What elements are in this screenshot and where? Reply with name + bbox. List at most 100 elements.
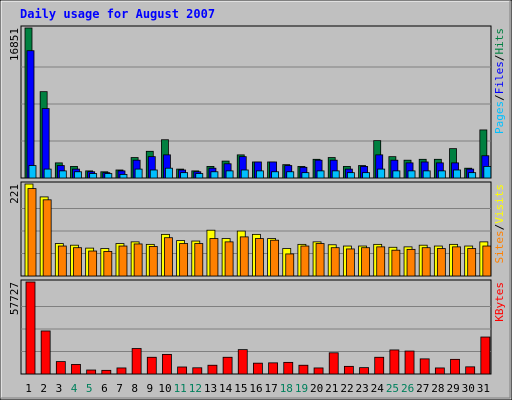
x-tick-label-day-12: 12: [189, 382, 202, 395]
bar-kbytes-day-30: [465, 366, 476, 375]
legend-files: Files: [493, 61, 506, 94]
bar-pages-day-13: [210, 171, 219, 179]
bar-kbytes-day-26: [404, 350, 415, 375]
bar-pages-day-11: [180, 172, 189, 179]
bar-sites-day-10: [164, 237, 173, 277]
bar-sites-day-4: [73, 247, 82, 277]
x-tick-label-day-10: 10: [158, 382, 171, 395]
x-tick-label-day-24: 24: [371, 382, 385, 395]
bar-pages-day-14: [225, 170, 234, 179]
bar-sites-day-18: [285, 253, 295, 277]
bar-kbytes-day-14: [222, 356, 233, 375]
bar-kbytes-day-12: [192, 367, 203, 375]
bar-sites-day-23: [361, 247, 370, 277]
bar-sites-day-31: [482, 245, 492, 277]
bar-sites-day-30: [467, 248, 477, 277]
bar-pages-day-25: [392, 170, 401, 179]
chart-title: Daily usage for August 2007: [20, 7, 215, 21]
bar-sites-day-6: [103, 251, 113, 277]
bar-kbytes-day-4: [71, 364, 81, 375]
bar-kbytes-day-19: [298, 364, 309, 375]
bar-sites-day-11: [179, 243, 189, 277]
bar-pages-day-7: [119, 174, 128, 179]
x-tick-label-day-26: 26: [401, 382, 414, 395]
panel-legend: Pages/Files/Hits: [493, 28, 506, 134]
legend-separator: /: [493, 224, 506, 231]
bar-pages-day-26: [407, 170, 416, 179]
bar-pages-day-10: [165, 167, 173, 179]
panel-legend: KBytes: [493, 282, 506, 322]
bar-pages-day-27: [422, 170, 431, 179]
legend-sites: Sites: [493, 230, 506, 263]
bar-kbytes-day-28: [434, 367, 445, 375]
x-tick-label-day-20: 20: [310, 382, 323, 395]
x-tick-label-day-3: 3: [56, 382, 63, 395]
bar-sites-day-9: [148, 246, 158, 277]
x-tick-label-day-11: 11: [174, 382, 187, 395]
bar-sites-day-8: [133, 243, 143, 277]
x-tick-label-day-4: 4: [71, 382, 78, 395]
x-tick-label-day-7: 7: [116, 382, 123, 395]
panel-plot-area: [20, 25, 492, 179]
bar-pages-day-18: [286, 171, 295, 179]
x-tick-label-day-31: 31: [477, 382, 490, 395]
legend-visits: Visits: [493, 184, 506, 224]
chart-panels: 16851Pages/Files/Hits221Sites/Visits5772…: [8, 25, 506, 375]
bar-kbytes-day-29: [450, 358, 460, 375]
bar-kbytes-day-25: [389, 349, 400, 375]
bar-pages-day-21: [331, 170, 340, 179]
bar-pages-day-9: [149, 169, 158, 179]
bar-sites-day-24: [376, 246, 386, 277]
bar-sites-day-22: [345, 248, 355, 277]
bar-kbytes-day-1: [25, 281, 36, 375]
bar-kbytes-day-5: [86, 369, 97, 375]
bar-sites-day-17: [270, 239, 279, 277]
bar-sites-day-29: [452, 246, 461, 277]
bar-sites-day-28: [436, 248, 446, 277]
bar-sites-day-16: [255, 238, 264, 277]
x-tick-label-day-19: 19: [295, 382, 308, 395]
bar-kbytes-day-18: [283, 361, 294, 375]
x-tick-label-day-18: 18: [280, 382, 293, 395]
bar-kbytes-day-21: [328, 352, 339, 375]
panel-legend: Sites/Visits: [493, 184, 506, 264]
bar-kbytes-day-13: [207, 364, 218, 375]
bar-pages-day-22: [346, 172, 355, 179]
x-tick-label-day-16: 16: [249, 382, 262, 395]
x-tick-label-day-2: 2: [40, 382, 47, 395]
bar-sites-day-19: [300, 245, 310, 277]
bar-pages-day-6: [104, 173, 113, 179]
bar-pages-day-28: [437, 170, 446, 179]
x-tick-label-day-21: 21: [325, 382, 338, 395]
bar-pages-day-1: [28, 165, 37, 179]
bar-kbytes-day-8: [131, 348, 142, 375]
bar-kbytes-day-11: [177, 366, 188, 375]
panel-kbytes: 57727 KBytes: [8, 279, 506, 375]
bar-kbytes-day-6: [101, 369, 112, 375]
x-tick-label-day-17: 17: [265, 382, 278, 395]
bar-pages-day-12: [195, 173, 204, 179]
x-tick-label-day-1: 1: [25, 382, 32, 395]
legend-separator: /: [493, 55, 506, 62]
bar-kbytes-day-16: [253, 362, 263, 375]
bar-pages-day-31: [483, 166, 492, 179]
bar-sites-day-27: [421, 247, 431, 277]
bar-kbytes-day-22: [343, 365, 354, 375]
bar-sites-day-14: [224, 241, 234, 277]
bar-sites-day-5: [88, 250, 98, 277]
bar-sites-day-15: [239, 236, 249, 277]
legend-pages: Pages: [493, 101, 506, 134]
legend-hits: Hits: [493, 28, 506, 55]
bar-kbytes-day-31: [480, 336, 491, 375]
bar-kbytes-day-23: [359, 367, 369, 375]
bar-pages-day-16: [256, 170, 264, 179]
x-tick-label-day-14: 14: [219, 382, 233, 395]
y-max-label: 57727: [8, 282, 21, 315]
bar-sites-day-26: [406, 248, 416, 277]
bar-pages-day-29: [453, 169, 461, 179]
x-tick-label-day-25: 25: [386, 382, 399, 395]
bar-pages-day-19: [301, 172, 310, 179]
legend-separator: /: [493, 94, 506, 101]
x-tick-label-day-15: 15: [234, 382, 247, 395]
